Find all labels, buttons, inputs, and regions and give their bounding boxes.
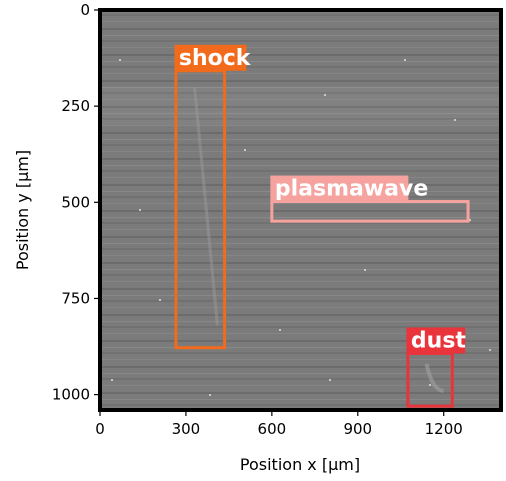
- y-tick-label: 0: [80, 1, 90, 19]
- y-tick-label: 750: [61, 289, 90, 307]
- image-area: [100, 10, 501, 410]
- dust-speck: [454, 119, 456, 121]
- x-tick-label: 600: [258, 420, 287, 438]
- dust-speck: [404, 59, 406, 61]
- y-tick-label: 1000: [52, 386, 90, 404]
- dust-speck: [209, 394, 211, 396]
- image-band: [100, 86, 501, 126]
- annotation-label-plasmawave: plasmawave: [275, 177, 428, 202]
- x-tick-label: 900: [343, 420, 372, 438]
- y-tick-label: 250: [61, 97, 90, 115]
- shock-streak: [193, 86, 219, 326]
- annotation-label-shock: shock: [179, 46, 252, 71]
- dust-speck: [489, 349, 491, 351]
- x-tick-label: 300: [172, 420, 201, 438]
- x-axis-label: Position x [μm]: [240, 455, 360, 474]
- dust-streak: [424, 363, 444, 393]
- dust-speck: [139, 209, 141, 211]
- plot-frame: [98, 8, 503, 412]
- dust-speck: [429, 384, 431, 386]
- dust-speck: [244, 149, 246, 151]
- dust-speck: [159, 299, 161, 301]
- axes: 0 300 600 900 1200 0 250 500 750 1000: [52, 1, 503, 438]
- dust-speck: [111, 379, 113, 381]
- y-axis-label: Position y [μm]: [13, 150, 32, 270]
- dust-speck: [364, 269, 366, 271]
- x-tick-label: 1200: [425, 420, 463, 438]
- annotation-box-shock: [174, 69, 227, 350]
- annotation-label-bg-shock: [174, 44, 247, 71]
- y-tick-label: 500: [61, 193, 90, 211]
- annotation-label-bg-dust: [406, 327, 466, 354]
- x-tick-label: 0: [95, 420, 105, 438]
- annotation-label-bg-plasmawave: [270, 175, 409, 202]
- annotations-layer: shock plasmawave dust: [174, 44, 470, 408]
- dust-speck: [324, 94, 326, 96]
- dust-speck: [119, 59, 121, 61]
- dust-speck: [329, 379, 331, 381]
- annotation-label-dust: dust: [411, 328, 467, 353]
- dust-speck: [279, 329, 281, 331]
